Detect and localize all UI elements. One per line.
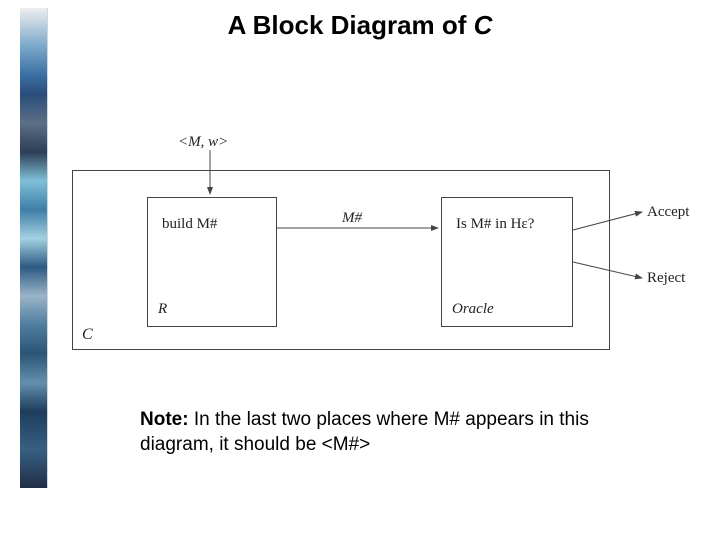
arrows-svg [72, 120, 692, 360]
note-bold: Note: [140, 409, 189, 430]
page-title: A Block Diagram of C [0, 10, 720, 41]
page-root: A Block Diagram of C <M, w> build M# R I… [0, 0, 720, 540]
block-diagram: <M, w> build M# R Is M# in Hε? Oracle M#… [72, 120, 692, 360]
note-code1: M# [434, 409, 460, 430]
title-text: A Block Diagram of [228, 10, 474, 40]
decorative-side-strip [20, 8, 48, 488]
note-text: Note: In the last two places where M# ap… [140, 408, 610, 457]
note-part1: In the last two places where [189, 409, 434, 430]
title-italic: C [474, 10, 493, 40]
note-code2: <M#> [322, 434, 371, 455]
